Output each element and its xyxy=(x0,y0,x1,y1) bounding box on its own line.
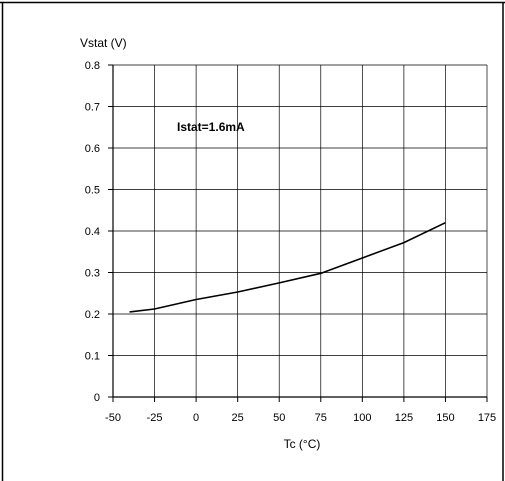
y-tick-label: 0.7 xyxy=(85,102,100,114)
x-tick-label: 75 xyxy=(315,412,327,424)
x-tick-label: -50 xyxy=(105,412,121,424)
x-tick-label: -25 xyxy=(147,412,163,424)
x-tick-label: 150 xyxy=(436,412,454,424)
y-tick-label: 0.2 xyxy=(85,309,100,321)
axes xyxy=(108,64,488,402)
y-tick-label: 0.3 xyxy=(85,268,100,280)
x-axis-label: Tc (°C) xyxy=(284,437,321,451)
y-tick-label: 0.5 xyxy=(85,185,100,197)
grid xyxy=(113,64,488,397)
series xyxy=(129,221,446,313)
y-tick-label: 0.8 xyxy=(85,60,100,72)
x-tick-label: 0 xyxy=(193,412,199,424)
x-tick-label: 125 xyxy=(395,412,413,424)
x-tick-label: 175 xyxy=(478,412,496,424)
y-tick-label: 0 xyxy=(94,392,100,404)
series-line xyxy=(129,221,446,313)
y-tick-label: 0.4 xyxy=(85,226,100,238)
y-axis-label: Vstat (V) xyxy=(80,36,127,50)
y-tick-label: 0.6 xyxy=(85,143,100,155)
tick-labels: 0 0.1 0.2 0.3 0.4 0.5 0.6 0.7 0.8 -50 -25 0 25 50 75 10… xyxy=(85,60,496,424)
x-tick-label: 100 xyxy=(353,412,371,424)
x-tick-label: 25 xyxy=(232,412,244,424)
y-tick-label: 0.1 xyxy=(85,351,100,363)
condition-annotation: Istat=1.6mA xyxy=(177,120,245,134)
x-tick-label: 50 xyxy=(273,412,285,424)
